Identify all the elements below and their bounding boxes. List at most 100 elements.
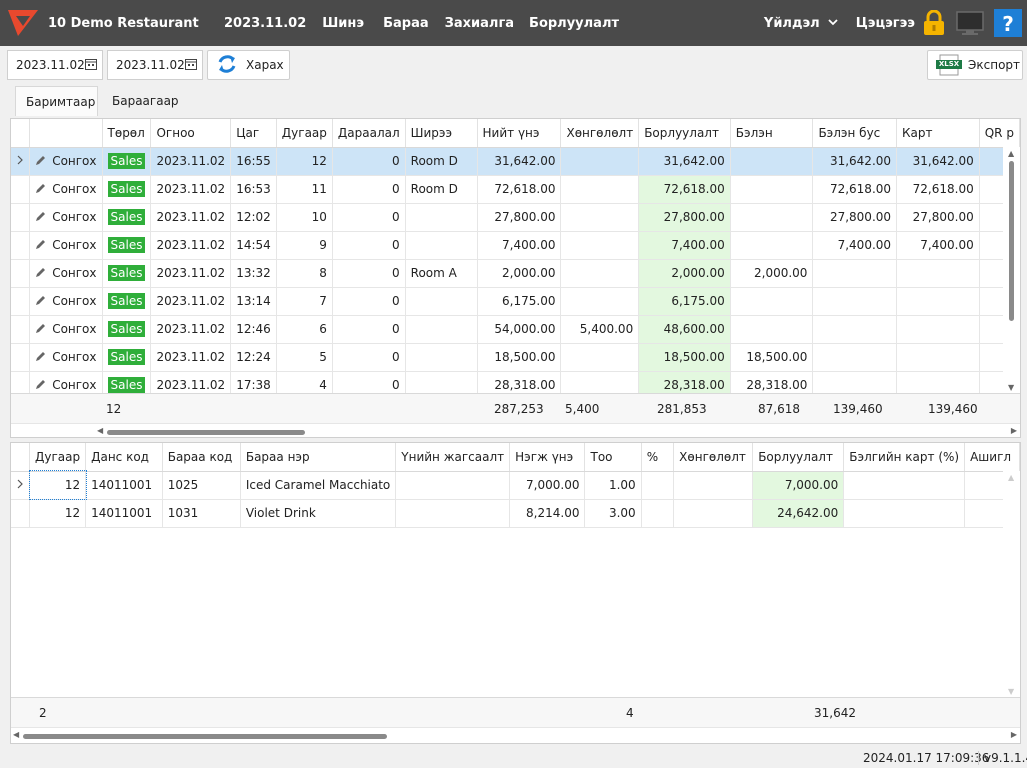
table-row[interactable]: 12 14011001 1025 Iced Caramel Macchiato 7,00… (11, 470, 1020, 500)
table-cell (395, 499, 511, 528)
tab-by-product[interactable]: Бараагаар (112, 94, 179, 108)
table-row[interactable]: Сонгох Sales 2023.11.02 13:14 7 0 6,175.00 6,17… (11, 287, 1020, 316)
scroll-up-icon[interactable]: ▲ (1008, 149, 1015, 158)
menu-products[interactable]: Бараа (383, 15, 429, 31)
select-link[interactable]: Сонгох (52, 350, 97, 364)
scroll-thumb[interactable] (23, 734, 387, 739)
col-sales[interactable]: Борлуулалт (638, 119, 731, 148)
col-discount[interactable]: Хөнгөлөлт (673, 443, 754, 472)
row-indicator[interactable] (11, 343, 31, 372)
select-cell[interactable]: Сонгох (29, 203, 103, 232)
scroll-down-icon[interactable]: ▼ (1008, 687, 1015, 696)
col-percent[interactable]: % (641, 443, 675, 472)
monitor-icon[interactable] (955, 8, 985, 38)
select-link[interactable]: Сонгох (52, 378, 97, 392)
receipts-grid: Төрөл Огноо Цаг Дугаар Дараалал Ширээ Ни… (10, 118, 1021, 438)
items-total-quantity: 4 (626, 706, 634, 720)
scroll-left-icon[interactable]: ◀ (97, 426, 104, 435)
select-cell[interactable]: Сонгох (29, 287, 103, 316)
col-unit-price[interactable]: Нэгж үнэ (509, 443, 586, 472)
select-link[interactable]: Сонгох (52, 294, 97, 308)
col-sequence[interactable]: Дараалал (332, 119, 406, 148)
scroll-right-icon[interactable]: ▶ (1010, 426, 1017, 435)
select-link[interactable]: Сонгох (52, 266, 97, 280)
col-product-code[interactable]: Бараа код (162, 443, 241, 472)
scroll-thumb[interactable] (107, 430, 305, 435)
calendar-icon[interactable] (84, 58, 97, 73)
items-horizontal-scrollbar[interactable]: ◀ ▶ (11, 727, 1020, 742)
row-indicator[interactable] (11, 231, 31, 260)
select-cell[interactable]: Сонгох (29, 315, 103, 344)
help-icon[interactable]: ? (993, 8, 1023, 38)
table-row[interactable]: Сонгох Sales 2023.11.02 12:24 5 0 18,500.00 18,… (11, 343, 1020, 372)
col-quantity[interactable]: Тоо (584, 443, 642, 472)
col-date[interactable]: Огноо (150, 119, 232, 148)
lock-icon[interactable] (919, 8, 949, 38)
col-product-name[interactable]: Бараа нэр (240, 443, 397, 472)
row-indicator[interactable] (11, 259, 31, 288)
table-row[interactable]: 12 14011001 1031 Violet Drink 8,214.00 3.00 24… (11, 499, 1020, 528)
select-cell[interactable]: Сонгох (29, 259, 103, 288)
row-indicator[interactable] (11, 499, 30, 528)
select-link[interactable]: Сонгох (52, 238, 97, 252)
row-indicator[interactable] (11, 287, 31, 316)
col-usage[interactable]: Ашигл (964, 443, 1020, 472)
select-cell[interactable]: Сонгох (29, 231, 103, 260)
col-noncash[interactable]: Бэлэн бус (812, 119, 898, 148)
table-cell: 72,618.00 (896, 175, 980, 204)
action-menu[interactable]: Үйлдэл (764, 16, 838, 31)
row-indicator[interactable] (11, 471, 30, 500)
row-indicator[interactable] (11, 203, 31, 232)
row-indicator[interactable] (11, 147, 31, 176)
col-gift-card[interactable]: Бэлгийн карт (%) (843, 443, 966, 472)
scroll-down-icon[interactable]: ▼ (1008, 383, 1015, 392)
col-qr[interactable]: QR р (979, 119, 1020, 148)
col-type[interactable]: Төрөл (102, 119, 152, 148)
select-cell[interactable]: Сонгох (29, 147, 103, 176)
logout-user[interactable]: Цэцэгээ (855, 15, 915, 31)
col-number[interactable]: Дугаар (29, 443, 87, 472)
scroll-thumb[interactable] (1009, 161, 1014, 321)
col-table[interactable]: Ширээ (405, 119, 478, 148)
view-button[interactable]: Харах (207, 50, 290, 80)
col-account-code[interactable]: Данс код (85, 443, 163, 472)
row-indicator[interactable] (11, 175, 31, 204)
tab-by-receipt[interactable]: Баримтаар (15, 86, 98, 116)
receipts-vertical-scrollbar[interactable]: ▲ ▼ (1003, 147, 1020, 393)
date-from-field[interactable]: 2023.11.02 (7, 50, 103, 80)
menu-sales[interactable]: Борлуулалт (529, 15, 619, 31)
select-link[interactable]: Сонгох (52, 154, 97, 168)
select-cell[interactable]: Сонгох (29, 175, 103, 204)
col-total[interactable]: Нийт үнэ (477, 119, 562, 148)
receipts-horizontal-scrollbar[interactable]: ◀ ▶ (11, 423, 1020, 437)
table-row[interactable]: Сонгох Sales 2023.11.02 12:02 10 0 27,800.00 27… (11, 203, 1020, 232)
col-cash[interactable]: Бэлэн (730, 119, 814, 148)
col-sales[interactable]: Борлуулалт (752, 443, 845, 472)
export-button[interactable]: XLSX Экспорт (927, 50, 1023, 80)
date-to-field[interactable]: 2023.11.02 (107, 50, 203, 80)
row-indicator[interactable] (11, 315, 31, 344)
col-number[interactable]: Дугаар (276, 119, 333, 148)
col-discount[interactable]: Хөнгөлөлт (560, 119, 640, 148)
select-link[interactable]: Сонгох (52, 210, 97, 224)
menu-new[interactable]: Шинэ (322, 15, 365, 31)
table-cell: 12 (28, 470, 87, 500)
menu-orders[interactable]: Захиалга (444, 15, 515, 31)
table-row[interactable]: Сонгох Sales 2023.11.02 13:32 8 0 Room A 2,000.… (11, 259, 1020, 288)
table-row[interactable]: Сонгох Sales 2023.11.02 16:55 12 0 Room D 31,64… (11, 147, 1020, 176)
scroll-left-icon[interactable]: ◀ (13, 730, 20, 739)
items-vertical-scrollbar[interactable]: ▲ ▼ (1003, 471, 1020, 697)
table-row[interactable]: Сонгох Sales 2023.11.02 12:46 6 0 54,000.00 5,4… (11, 315, 1020, 344)
scroll-up-icon[interactable]: ▲ (1008, 473, 1015, 482)
table-cell: 2,000.00 (730, 259, 814, 288)
scroll-right-icon[interactable]: ▶ (1010, 730, 1017, 739)
table-row[interactable]: Сонгох Sales 2023.11.02 16:53 11 0 Room D 72,61… (11, 175, 1020, 204)
col-card[interactable]: Карт (896, 119, 980, 148)
col-time[interactable]: Цаг (230, 119, 277, 148)
table-row[interactable]: Сонгох Sales 2023.11.02 14:54 9 0 7,400.00 7,40… (11, 231, 1020, 260)
select-link[interactable]: Сонгох (52, 182, 97, 196)
select-link[interactable]: Сонгох (52, 322, 97, 336)
calendar-icon[interactable] (184, 58, 197, 73)
col-price-list[interactable]: Үнийн жагсаалт (395, 443, 511, 472)
select-cell[interactable]: Сонгох (29, 343, 103, 372)
